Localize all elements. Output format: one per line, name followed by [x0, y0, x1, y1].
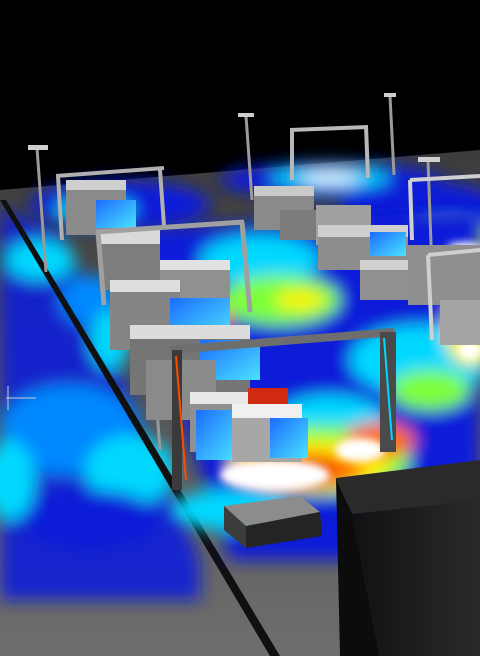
- black-container: [336, 460, 480, 656]
- gantry-far-right: [289, 125, 370, 180]
- foreground-block: [224, 496, 322, 548]
- gantry-back-left: [55, 166, 166, 241]
- gantry-right: [408, 174, 480, 341]
- gantry-front: [168, 328, 396, 490]
- cargo-front: [190, 388, 308, 462]
- floor-divider: [0, 200, 280, 656]
- axis-indicator: [6, 386, 36, 410]
- gantry-middle: [95, 219, 253, 313]
